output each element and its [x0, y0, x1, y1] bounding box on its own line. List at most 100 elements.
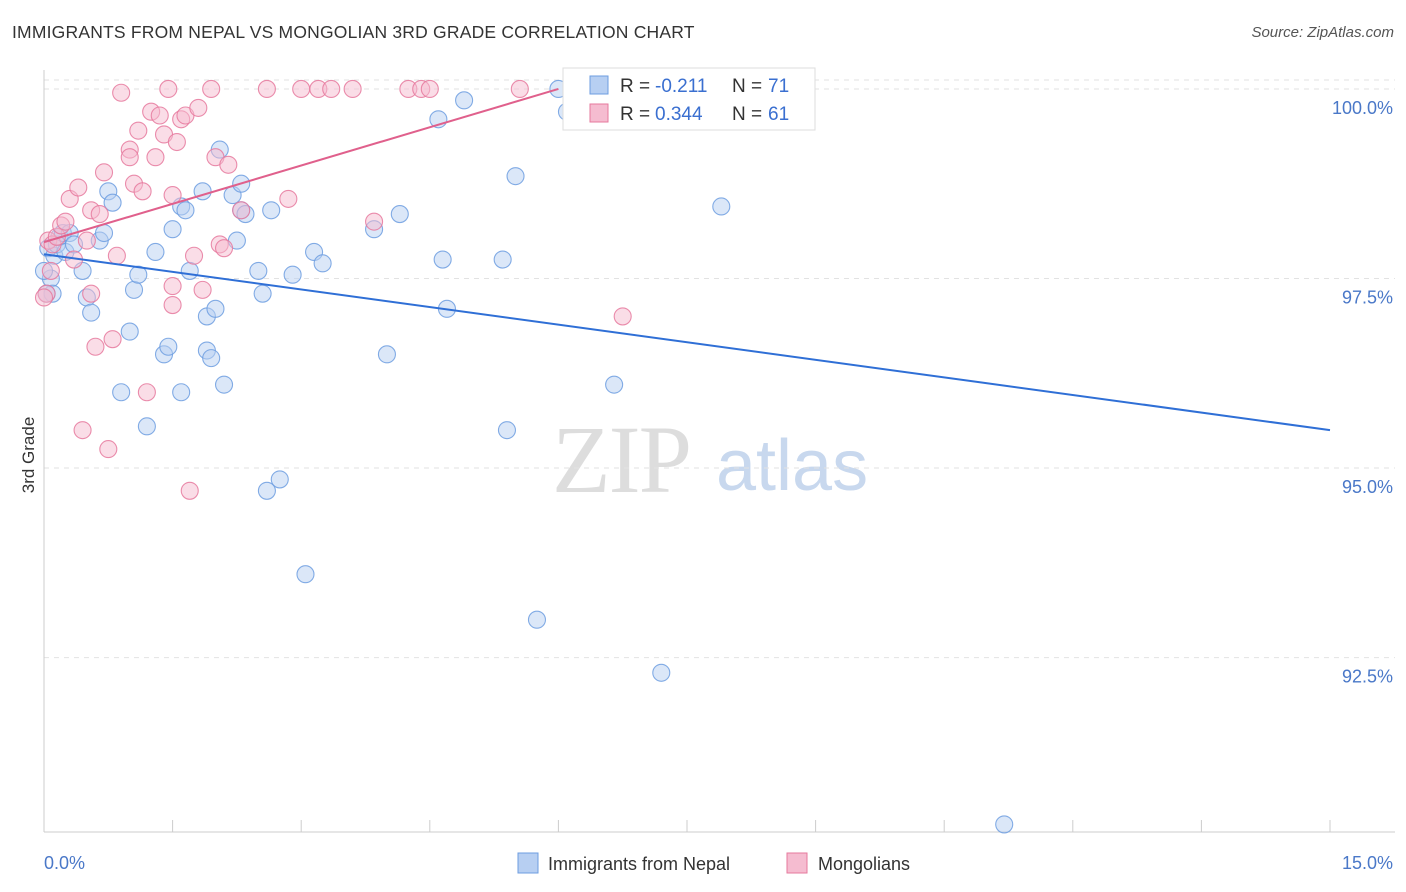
- mongolian-point: [193, 280, 212, 299]
- nepal-point: [253, 284, 272, 303]
- chart-title: IMMIGRANTS FROM NEPAL VS MONGOLIAN 3RD G…: [12, 22, 695, 42]
- mongolian-point: [163, 277, 182, 296]
- mongolian-point: [279, 189, 298, 208]
- mongolian-point: [34, 288, 54, 307]
- bottom-legend-swatch-nepal: [517, 852, 539, 874]
- mongolian-point: [112, 83, 131, 102]
- nepal-point: [433, 250, 452, 269]
- nepal-point: [506, 167, 525, 186]
- legend-r-value-2: 0.344: [655, 104, 703, 125]
- bottom-legend-label-nepal: Immigrants from Nepal: [548, 854, 730, 874]
- legend-n-label-1: N =: [732, 76, 762, 97]
- mongolian-point: [343, 79, 362, 99]
- x-tick-label: 15.0%: [1342, 853, 1393, 873]
- mongolian-point: [232, 201, 251, 220]
- mongolian-point: [69, 178, 88, 197]
- x-tick-label: 0.0%: [44, 853, 85, 873]
- nepal-point: [390, 205, 409, 224]
- watermark-zip: ZIP: [552, 406, 690, 513]
- nepal-point: [377, 345, 396, 364]
- mongolian-point: [120, 148, 139, 167]
- mongolian-point: [202, 79, 221, 99]
- mongolian-point: [322, 79, 341, 99]
- nepal-point: [270, 470, 289, 489]
- nepal-point: [82, 303, 101, 322]
- y-tick-label: 100.0%: [1332, 98, 1393, 118]
- legend-swatch-nepal: [589, 75, 609, 95]
- nepal-point: [159, 337, 178, 356]
- legend-swatch-mongolians: [589, 103, 609, 123]
- nepal-point: [493, 250, 512, 269]
- mongolian-point: [137, 383, 156, 402]
- nepal-point: [257, 481, 276, 500]
- mongolian-point: [86, 337, 105, 356]
- legend-n-value-2: 61: [768, 104, 789, 125]
- mongolian-point: [180, 481, 199, 500]
- nepal-point: [313, 254, 332, 273]
- nepal-point: [202, 349, 221, 368]
- nepal-point: [137, 417, 156, 436]
- mongolian-trend-line: [43, 87, 559, 244]
- mongolian-point: [219, 155, 238, 174]
- nepal-point: [94, 223, 114, 243]
- watermark-atlas: atlas: [716, 426, 868, 506]
- mongolian-point: [107, 246, 126, 265]
- nepal-point: [214, 375, 234, 394]
- nepal-point: [176, 201, 195, 220]
- y-tick-label: 92.5%: [1342, 667, 1393, 687]
- nepal-point: [712, 197, 731, 216]
- y-tick-label: 95.0%: [1342, 477, 1393, 497]
- mongolian-point: [184, 246, 204, 265]
- mongolian-point: [292, 79, 311, 99]
- mongolian-point: [56, 212, 75, 231]
- mongolian-point: [82, 284, 101, 303]
- mongolian-point: [257, 79, 276, 99]
- mongolian-point: [159, 79, 178, 99]
- legend-r-label-1: R =: [620, 76, 650, 97]
- nepal-point: [120, 322, 139, 341]
- nepal-point: [262, 201, 281, 220]
- nepal-point: [605, 375, 624, 394]
- source-label: Source: ZipAtlas.com: [1251, 24, 1394, 41]
- mongolian-point: [77, 231, 96, 250]
- mongolian-point: [146, 148, 165, 167]
- nepal-point: [249, 261, 268, 280]
- data-points: [34, 79, 1014, 834]
- nepal-point: [455, 91, 474, 110]
- mongolian-point: [420, 79, 439, 99]
- nepal-point: [527, 610, 547, 629]
- legend-n-value-1: 71: [768, 76, 789, 97]
- nepal-point: [172, 383, 191, 402]
- nepal-point: [112, 383, 131, 402]
- nepal-trend-line: [43, 253, 1331, 432]
- mongolian-point: [150, 106, 169, 125]
- mongolian-point: [167, 132, 186, 152]
- mongolian-point: [365, 212, 384, 231]
- legend-r-label-2: R =: [620, 104, 650, 125]
- trend-lines: [43, 87, 1331, 432]
- mongolian-point: [103, 330, 122, 349]
- legend-n-label-2: N =: [732, 104, 762, 125]
- mongolian-point: [99, 440, 118, 459]
- bottom-legend-label-mongolians: Mongolians: [818, 854, 910, 874]
- mongolian-point: [214, 239, 234, 258]
- y-axis-label: 3rd Grade: [19, 417, 38, 494]
- correlation-legend: R = -0.211 N = 71 R = 0.344 N = 61: [562, 67, 816, 131]
- nepal-point: [103, 193, 122, 212]
- series-legend: Immigrants from Nepal Mongolians: [517, 852, 910, 874]
- nepal-point: [497, 421, 517, 440]
- nepal-point: [163, 220, 182, 239]
- mongolian-point: [613, 307, 632, 326]
- mongolian-point: [73, 421, 92, 440]
- nepal-point: [146, 242, 165, 262]
- nepal-point: [995, 815, 1014, 834]
- axes: [43, 70, 1395, 833]
- mongolian-point: [510, 79, 529, 99]
- mongolian-point: [133, 182, 152, 201]
- nepal-point: [296, 565, 315, 584]
- grid-lines: [44, 79, 1395, 659]
- nepal-point: [180, 261, 199, 280]
- mongolian-point: [163, 295, 182, 315]
- nepal-point: [652, 663, 671, 682]
